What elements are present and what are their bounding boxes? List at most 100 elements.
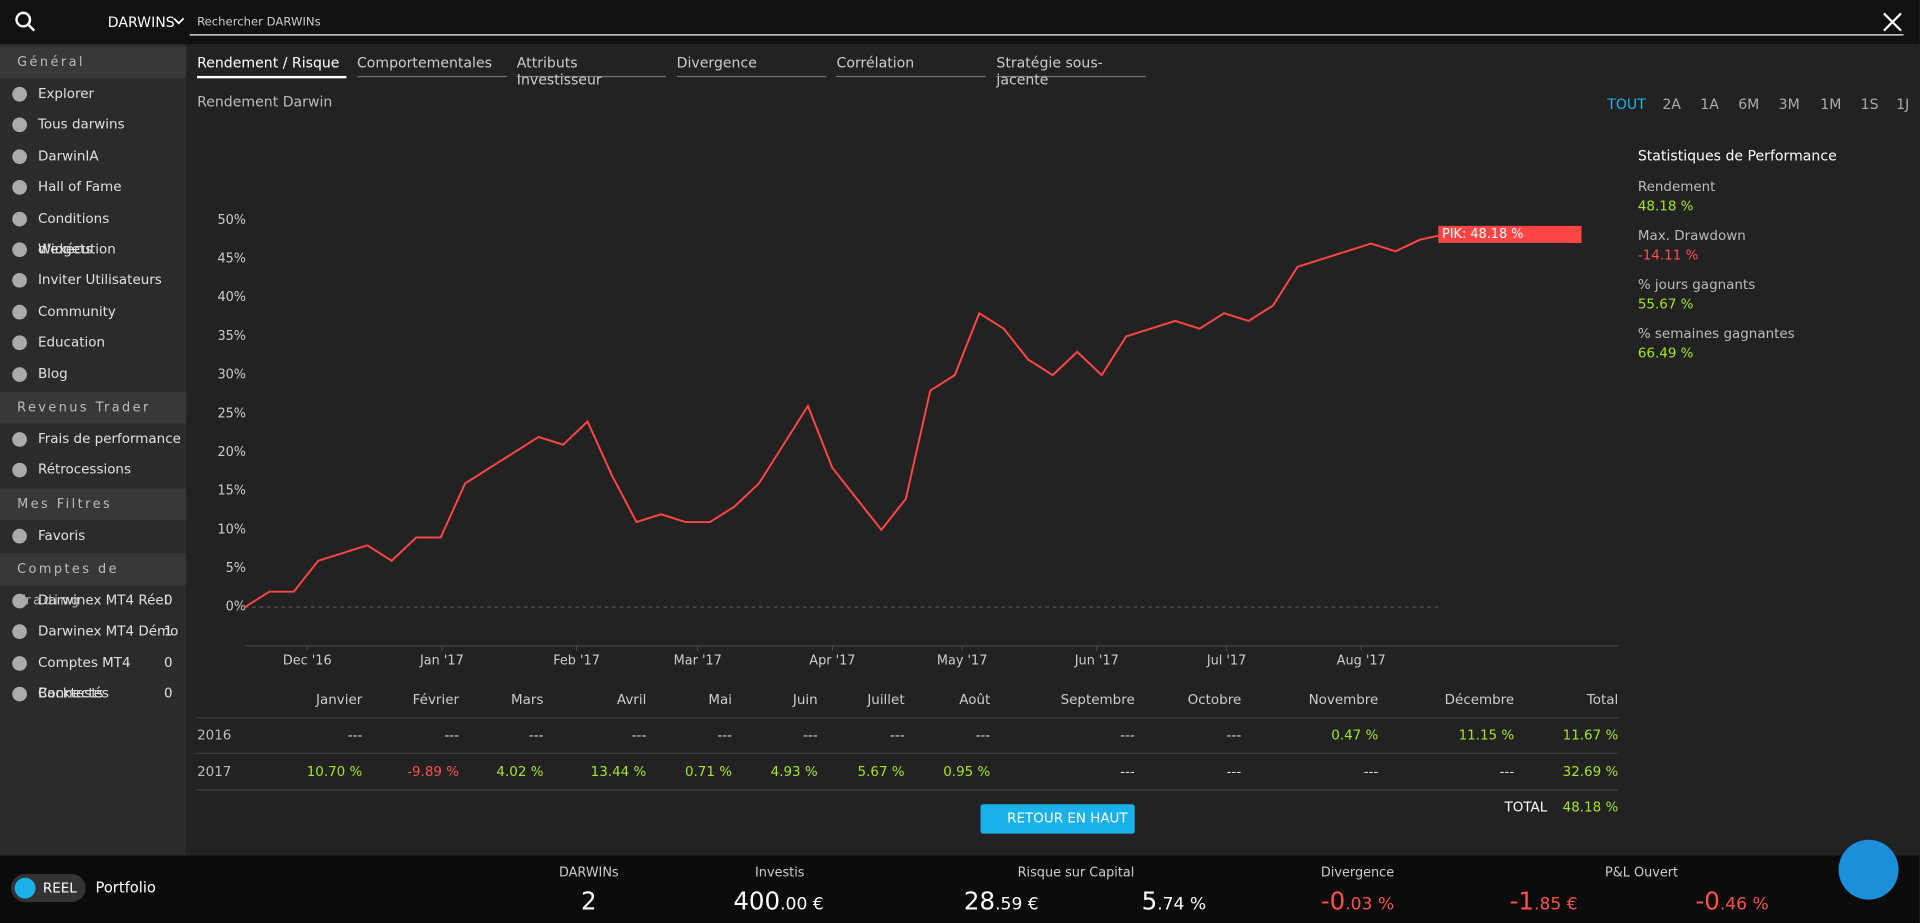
- nav-item[interactable]: Darwinex MT4 Réel 0: [0, 585, 186, 616]
- search-input[interactable]: Rechercher DARWINs: [197, 15, 321, 30]
- tab[interactable]: Attributs Investisseur: [516, 54, 667, 88]
- section-header: Comptes de Trading: [0, 553, 187, 608]
- nav-item[interactable]: Favoris: [0, 520, 186, 551]
- range-button[interactable]: 6M: [1738, 95, 1760, 113]
- portfolio[interactable]: Portfolio: [95, 878, 156, 897]
- metric-label: Divergence: [1320, 865, 1395, 881]
- table-cell: 13.44 %: [590, 763, 647, 780]
- icon: [12, 593, 27, 609]
- label: Education: [37, 334, 105, 351]
- y-tick-label: 50%: [217, 213, 246, 228]
- nav-item[interactable]: Comptes MT4 Connectés 0: [0, 647, 186, 702]
- stat-label: Max. Drawdown: [1637, 227, 1746, 244]
- nav-item[interactable]: Education: [0, 327, 186, 358]
- nav-item[interactable]: Inviter Utilisateurs: [0, 265, 186, 296]
- label: Comptes MT4 Connectés: [37, 654, 131, 702]
- chat-button[interactable]: [1838, 839, 1899, 900]
- value-small: .03 %: [1345, 894, 1395, 915]
- nav-item[interactable]: Conditions d'exécution: [0, 203, 186, 257]
- table-cell: 11.15 %: [1458, 727, 1515, 744]
- footer: REEL Portfolio DARWINs 2 Investis 400.00 € R…: [0, 839, 1920, 923]
- icon: [12, 624, 27, 640]
- nav-item[interactable]: Rétrocessions: [0, 455, 186, 486]
- tab[interactable]: Comportementales: [356, 54, 507, 78]
- table-cell: ---: [1226, 763, 1242, 780]
- range-button[interactable]: 1S: [1860, 95, 1879, 113]
- table-cell: ---: [1499, 763, 1515, 780]
- icon: [12, 366, 27, 382]
- x-tick-label: Mar '17: [674, 654, 722, 669]
- column-header: Septembre: [1060, 691, 1135, 708]
- tab[interactable]: Stratégie sous-jacente: [996, 54, 1146, 88]
- range-button[interactable]: 1M: [1820, 95, 1842, 113]
- tab[interactable]: Divergence: [676, 54, 827, 78]
- tab[interactable]: Rendement / Risque: [197, 54, 347, 79]
- stat-label: % jours gagnants: [1637, 276, 1756, 293]
- metric-value: -0.03 %: [1321, 886, 1394, 915]
- table-cell: ---: [890, 727, 905, 744]
- top-bar: DARWINS Rechercher DARWINs: [0, 0, 1920, 45]
- stat-value: -14.11 %: [1637, 247, 1699, 264]
- nav-item[interactable]: Widgets: [0, 234, 186, 265]
- back-to-top[interactable]: RETOUR EN HAUT: [980, 804, 1135, 834]
- column-header: Août: [959, 691, 991, 708]
- count: 0: [164, 592, 173, 609]
- value-small: .00 €: [780, 894, 824, 915]
- row-divider: [195, 789, 1619, 791]
- nav-item[interactable]: DarwinIA: [0, 141, 186, 172]
- y-tick-label: 5%: [226, 561, 246, 576]
- label: Blog: [37, 365, 68, 382]
- nav-item[interactable]: Hall of Fame: [0, 172, 186, 203]
- value-small: .85 €: [1533, 894, 1578, 915]
- x-tick-label: Jan '17: [419, 654, 464, 669]
- chart-heading: Rendement Darwin: [197, 93, 333, 111]
- nav-item[interactable]: Darwinex MT4 Démo 1: [0, 616, 186, 647]
- icon: [12, 335, 27, 351]
- row-year: 2017: [197, 763, 232, 780]
- section-header: Mes Filtres: [0, 488, 187, 520]
- x-tick-label: Jul '17: [1206, 654, 1246, 669]
- table-cell: ---: [1120, 763, 1135, 780]
- nav-item[interactable]: Tous darwins: [0, 109, 186, 140]
- stat-value: 66.49 %: [1637, 345, 1694, 362]
- value-main: 2: [580, 886, 597, 916]
- value-small: .46 %: [1719, 894, 1769, 915]
- value-main: -0: [1695, 886, 1720, 916]
- nav-item[interactable]: Explorer: [0, 78, 186, 109]
- column-header: Décembre: [1444, 691, 1515, 708]
- tab[interactable]: Corrélation: [836, 54, 986, 78]
- column-header: Juillet: [867, 691, 905, 708]
- value-small: .74 %: [1157, 894, 1207, 915]
- line: [244, 233, 1445, 608]
- label: Community: [37, 303, 116, 320]
- range-button[interactable]: 1A: [1700, 95, 1719, 113]
- range-button[interactable]: 3M: [1778, 95, 1800, 113]
- range-button[interactable]: 2A: [1662, 95, 1681, 113]
- nav-item[interactable]: Blog: [0, 358, 186, 389]
- x-tick-label: Aug '17: [1337, 654, 1386, 669]
- label: Rétrocessions: [37, 461, 131, 478]
- x-tick-label: May '17: [937, 654, 988, 669]
- label: Explorer: [37, 85, 95, 102]
- close[interactable]: [1883, 12, 1903, 32]
- column-header: Total: [1586, 691, 1619, 708]
- nav-item[interactable]: Community: [0, 296, 186, 327]
- underline: [189, 34, 1904, 36]
- y-tick-label: 35%: [217, 329, 246, 344]
- mode: REEL: [42, 880, 77, 897]
- table-cell: 32.69 %: [1562, 763, 1619, 780]
- metric-value: 28.59 €: [964, 886, 1039, 915]
- icon: [12, 431, 27, 447]
- search-icon[interactable]: [15, 11, 37, 33]
- table-cell: ---: [803, 727, 818, 744]
- nav-item[interactable]: Backtests 0: [0, 678, 186, 709]
- nav-item[interactable]: Frais de performance: [0, 423, 186, 454]
- y-tick-label: 30%: [217, 368, 246, 383]
- label: Inviter Utilisateurs: [37, 272, 162, 289]
- scope[interactable]: DARWINS: [107, 13, 175, 31]
- range-button[interactable]: TOUT: [1607, 95, 1646, 113]
- table-cell: 11.67 %: [1562, 727, 1619, 744]
- table-cell: 5.67 %: [857, 763, 905, 780]
- range-button[interactable]: 1J: [1896, 95, 1910, 113]
